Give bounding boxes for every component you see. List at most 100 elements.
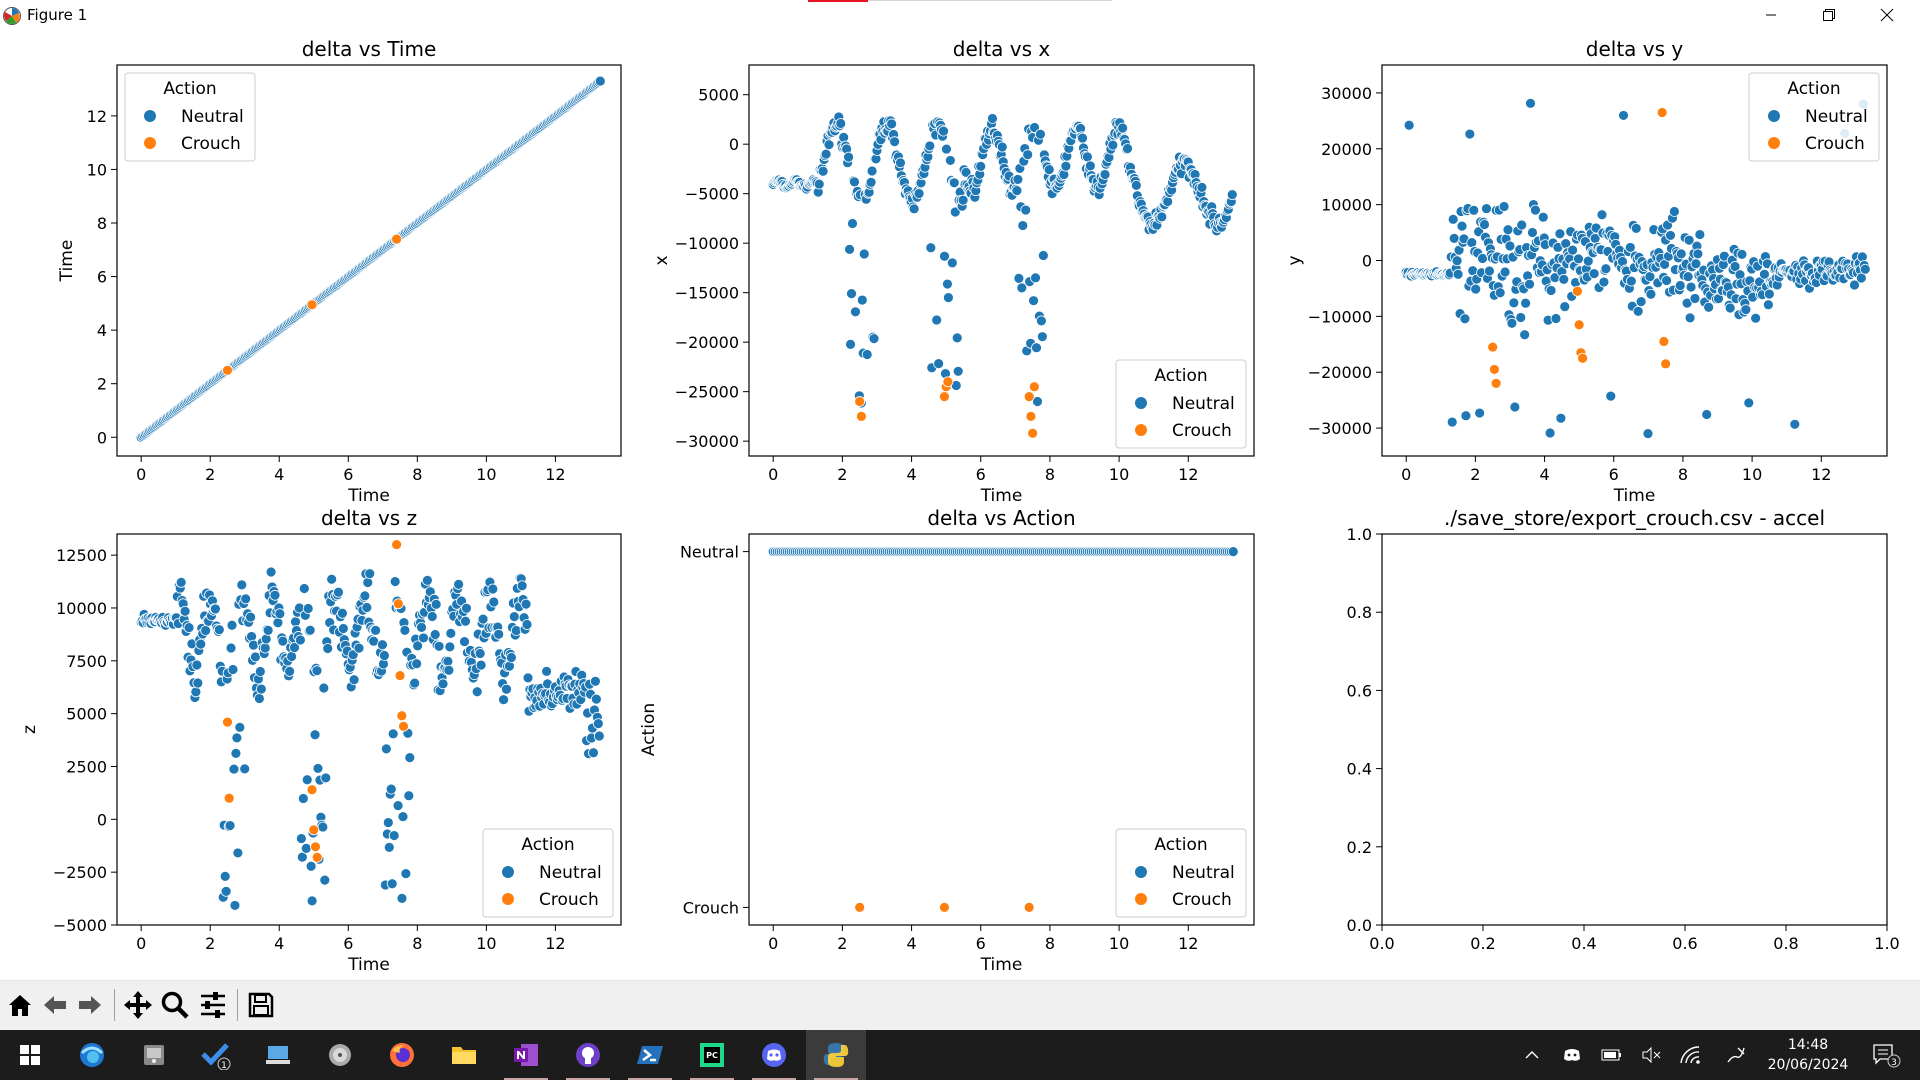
neutral-point (588, 747, 599, 759)
neutral-point (1464, 128, 1476, 140)
x-tick-label: 12 (545, 465, 565, 484)
x-tick-label: 6 (976, 465, 986, 484)
close-button[interactable] (1858, 0, 1916, 30)
neutral-point (1598, 276, 1610, 288)
configure-subplots-button[interactable] (196, 988, 230, 1022)
neutral-point (1032, 396, 1043, 407)
y-axis-label: Action (639, 703, 659, 756)
taskbar-powershell[interactable] (620, 1030, 680, 1080)
crouch-point (1487, 341, 1499, 353)
subplot-title: delta vs Action (927, 506, 1075, 530)
legend-title: Action (1787, 79, 1840, 99)
neutral-point (908, 203, 920, 215)
minimize-button[interactable] (1742, 0, 1800, 30)
neutral-point (437, 678, 449, 690)
neutral-point (370, 624, 382, 636)
x-tick-label: 12 (545, 934, 565, 953)
taskbar-clock[interactable]: 14:48 20/06/2024 (1760, 1035, 1856, 1075)
save-figure-button[interactable] (244, 988, 278, 1022)
neutral-point (590, 675, 601, 687)
neutral-point (232, 847, 244, 859)
neutral-point (1625, 275, 1637, 287)
legend-label-neutral: Neutral (539, 863, 602, 883)
scatter-points (1400, 97, 1871, 440)
crouch-point (1028, 381, 1040, 393)
tray-discord[interactable] (1560, 1043, 1584, 1067)
neutral-point (1618, 110, 1629, 121)
neutral-point (951, 332, 963, 344)
neutral-point (1573, 253, 1584, 265)
scatter-points (767, 111, 1238, 439)
legend-marker-neutral (1135, 397, 1147, 409)
home-button[interactable] (3, 988, 37, 1022)
tray-volume[interactable] (1639, 1043, 1663, 1067)
crouch-point (939, 391, 950, 403)
start-button[interactable] (0, 1030, 60, 1080)
x-tick-label: 2 (837, 934, 847, 953)
neutral-point (1122, 143, 1133, 154)
neutral-point (1588, 268, 1600, 280)
toolbar-separator (237, 989, 238, 1021)
subplot-1: delta vs Time 0 2 4 6 8 10 12 0 2 4 6 8 10 12 Time Time A… (57, 37, 622, 506)
taskbar-github-desktop[interactable] (558, 1030, 618, 1080)
neutral-point (1762, 299, 1774, 311)
restore-button[interactable] (1800, 0, 1858, 30)
forward-button[interactable] (73, 988, 107, 1022)
neutral-point (219, 871, 231, 882)
show-hidden-icons-button[interactable] (1520, 1043, 1544, 1067)
neutral-point (304, 624, 316, 636)
taskbar-discord[interactable] (744, 1030, 804, 1080)
neutral-point (541, 665, 552, 677)
pan-button[interactable] (121, 988, 155, 1022)
neutral-point (418, 632, 429, 644)
tray-battery[interactable] (1600, 1043, 1624, 1067)
neutral-point (459, 636, 470, 647)
taskbar-firefox[interactable] (372, 1030, 432, 1080)
close-icon (1880, 8, 1894, 22)
subplot-title: delta vs Time (302, 37, 437, 61)
axes-frame (1381, 533, 1888, 926)
tray-pen[interactable] (1724, 1043, 1748, 1067)
y-axis-label: Time (57, 240, 77, 283)
neutral-point (1605, 390, 1617, 402)
neutral-point (220, 885, 232, 897)
taskbar-todo[interactable]: 1 (186, 1030, 246, 1080)
y-tick-label: 2 (97, 375, 107, 394)
clock-time: 14:48 (1787, 1037, 1829, 1053)
taskbar-edge[interactable] (62, 1030, 122, 1080)
neutral-point (213, 624, 225, 636)
neutral-point (386, 878, 398, 890)
neutral-point (1016, 282, 1028, 294)
x-tick-label: 0.0 (1369, 934, 1394, 953)
neutral-point (487, 583, 499, 595)
taskbar-media-player[interactable] (310, 1030, 370, 1080)
neutral-point (1099, 169, 1111, 180)
neutral-point (1559, 301, 1571, 313)
neutral-point (1474, 407, 1486, 419)
neutral-point (210, 603, 221, 615)
zoom-button[interactable] (158, 988, 192, 1022)
neutral-point (471, 686, 483, 698)
taskbar-sandbox[interactable] (124, 1030, 184, 1080)
legend: Action Neutral Crouch (1115, 359, 1247, 449)
x-tick-label: 12 (1811, 465, 1831, 484)
taskbar-python[interactable] (806, 1030, 866, 1080)
tray-wifi[interactable] (1678, 1043, 1702, 1067)
neutral-point (886, 118, 898, 130)
x-tick-label: 0.8 (1773, 934, 1798, 953)
neutral-point (820, 148, 832, 160)
taskbar-onenote[interactable] (496, 1030, 556, 1080)
legend-box (1115, 359, 1247, 449)
neutral-point (1555, 412, 1567, 424)
legend: Action Neutral Crouch (124, 72, 256, 162)
neutral-point (845, 338, 856, 350)
legend-label-crouch: Crouch (539, 890, 599, 910)
taskbar-file-explorer[interactable] (434, 1030, 494, 1080)
taskbar-pycharm[interactable]: PC (682, 1030, 742, 1080)
scatter-points (135, 539, 605, 911)
back-button[interactable] (38, 988, 72, 1022)
notification-center-button[interactable]: 3 (1870, 1043, 1904, 1068)
legend-marker-neutral (502, 866, 514, 878)
figure-canvas[interactable]: delta vs Time 0 2 4 6 8 10 12 0 2 4 6 8 10 12 Time Time A… (0, 30, 1920, 980)
taskbar-remote-desktop[interactable] (248, 1030, 308, 1080)
